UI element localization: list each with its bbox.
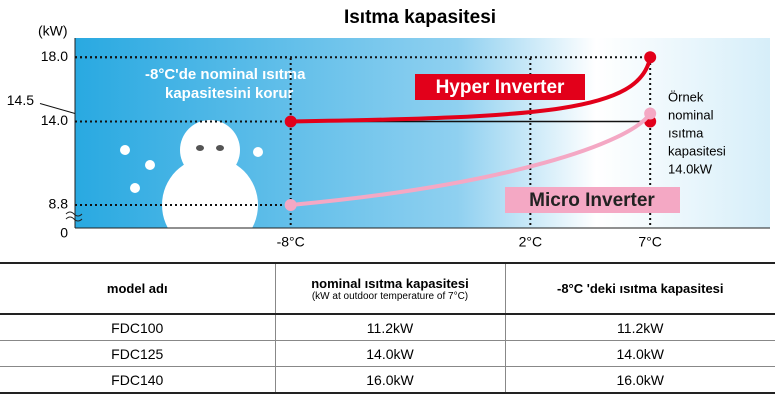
data-point [644,107,657,120]
table-cell: FDC125 [0,340,275,367]
table-cell: FDC100 [0,314,275,341]
y-tick-label: 14.5 [7,92,34,108]
y-tick-label: 14.0 [41,112,68,128]
header-cell: -8°C 'deki ısıtma kapasitesi [504,262,775,315]
header-note: (kW at outdoor temperature of 7°C) [311,290,469,302]
annotation: ısıtma [668,125,704,140]
legend-label: Micro Inverter [529,190,655,211]
y-tick-label: 8.8 [49,196,69,212]
annotation: Örnek [668,89,704,104]
legend-box [505,187,680,213]
x-tick-label: -8°C [277,234,305,250]
header-cell: model adı [0,262,275,315]
annotation: -8°C'de nominal ısıtma [145,66,306,83]
legend-label: Hyper Inverter [436,77,565,98]
x-tick-label: 2°C [519,234,543,250]
data-point [284,199,297,211]
annotation: kapasitesini korur [165,85,294,102]
table-cell: 14.0kW [274,340,505,367]
annotation: 14.0kW [668,161,713,176]
y-tick-label: 18.0 [41,48,68,64]
table-cell: 14.0kW [504,340,775,367]
table-cell: 11.2kW [274,314,505,341]
header-text: -8°C 'deki ısıtma kapasitesi [556,281,724,296]
header-cell: nominal ısıtma kapasitesi (kW at outdoor … [274,262,505,315]
series-line [290,56,653,124]
table-cell: FDC140 [0,366,275,394]
data-point [284,115,297,128]
annotation: nominal [668,107,714,122]
table-cell: 16.0kW [274,366,505,394]
data-point [644,51,657,64]
axis-break [65,211,83,222]
x-tick-label: 7°C [638,234,662,250]
header-text: nominal ısıtma kapasitesi [311,275,469,291]
table-cell: 16.0kW [504,366,775,394]
y-unit: (kW) [38,23,68,39]
table-header: model adı nominal ısıtma kapasitesi (kW a… [0,262,775,315]
annotation: kapasitesi [668,143,726,158]
table-row: FDC125 14.0kW 14.0kW [0,340,775,367]
legend-box [415,74,585,100]
table-cell: 11.2kW [504,314,775,341]
legend-item: Micro Inverter [505,187,680,213]
table-row: FDC100 11.2kW 11.2kW [0,314,775,341]
chart: Isıtma kapasitesi (kW) -8°C'de nominal ı… [6,7,770,250]
y-tick-label: 0 [60,225,68,241]
table-row: FDC140 16.0kW 16.0kW [0,366,775,394]
series-line [290,112,652,207]
chart-title: Isıtma kapasitesi [344,7,496,28]
spec-table: model adı nominal ısıtma kapasitesi (kW a… [0,262,775,394]
legend-item: Hyper Inverter [415,74,585,100]
header-text: model adı [106,281,168,296]
tick-leader [39,102,76,114]
